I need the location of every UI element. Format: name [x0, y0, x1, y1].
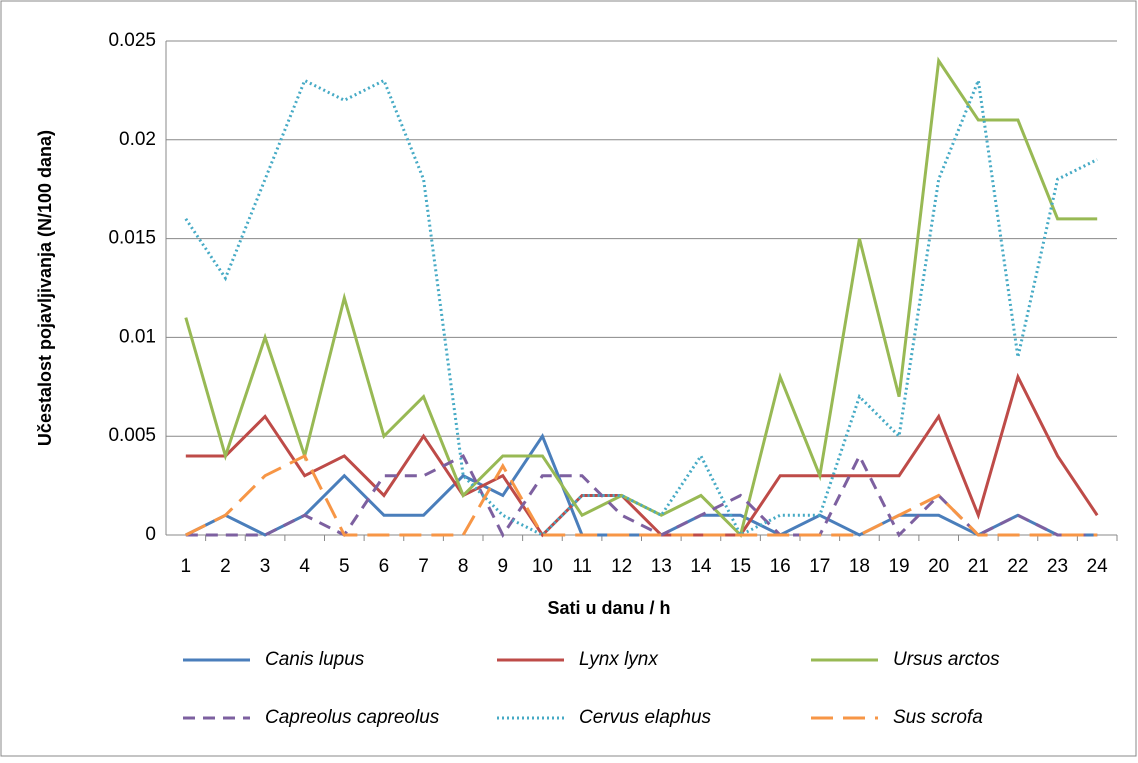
x-tick-label: 20 — [928, 556, 949, 577]
x-tick-label: 21 — [968, 556, 989, 577]
series-line — [185, 372, 1099, 538]
x-tick-label: 17 — [809, 556, 830, 577]
y-tick-label: 0.01 — [119, 326, 156, 347]
legend-label: Cervus elaphus — [579, 707, 712, 728]
x-tick-label: 8 — [458, 556, 469, 577]
legend-label: Ursus arctos — [893, 649, 1000, 670]
y-axis-label: Učestalost pojavljivanja (N/100 dana) — [35, 130, 55, 446]
y-tick-label: 0 — [145, 524, 156, 545]
x-tick-label: 18 — [849, 556, 870, 577]
series-line — [184, 74, 1098, 538]
x-tick-label: 1 — [181, 556, 192, 577]
x-tick-label: 23 — [1047, 556, 1068, 577]
x-axis-label: Sati u danu / h — [547, 598, 670, 618]
legend-label: Canis lupus — [265, 649, 365, 670]
y-tick-label: 0.015 — [108, 228, 156, 249]
x-tick-label: 24 — [1087, 556, 1109, 577]
legend-label: Capreolus capreolus — [265, 707, 440, 728]
x-tick-label: 13 — [651, 556, 672, 577]
x-tick-label: 22 — [1007, 556, 1028, 577]
x-tick-label: 16 — [770, 556, 791, 577]
y-tick-label: 0.02 — [119, 129, 156, 150]
x-tick-label: 15 — [730, 556, 751, 577]
x-tick-label: 7 — [418, 556, 429, 577]
x-tick-label: 2 — [220, 556, 231, 577]
x-tick-label: 10 — [532, 556, 553, 577]
series-line — [185, 452, 1098, 538]
x-tick-label: 12 — [611, 556, 632, 577]
x-tick-label: 6 — [379, 556, 390, 577]
x-tick-label: 19 — [888, 556, 909, 577]
legend-label: Lynx lynx — [579, 649, 659, 670]
legend-label: Sus scrofa — [893, 707, 983, 728]
y-tick-label: 0.025 — [108, 30, 156, 51]
x-tick-label: 14 — [690, 556, 712, 577]
x-tick-label: 11 — [572, 556, 592, 577]
x-tick-label: 5 — [339, 556, 350, 577]
x-tick-label: 9 — [498, 556, 509, 577]
y-tick-label: 0.005 — [108, 425, 156, 446]
x-tick-label: 4 — [299, 556, 310, 577]
series-line — [185, 453, 1098, 537]
x-tick-label: 3 — [260, 556, 271, 577]
